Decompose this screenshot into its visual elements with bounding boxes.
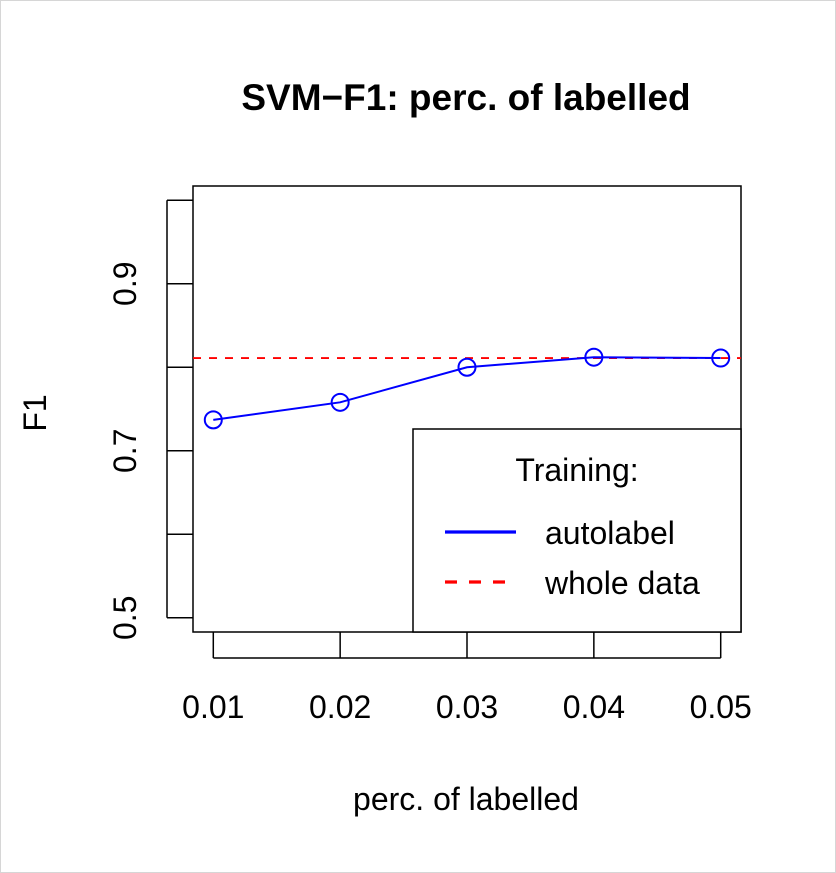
series-line-autolabel — [213, 356, 721, 421]
x-tick-label: 0.01 — [182, 689, 244, 725]
legend-title: Training: — [515, 452, 638, 488]
series-layer — [193, 347, 741, 430]
y-axis: 0.5 0.7 0.9 — [107, 199, 193, 640]
data-point-autolabel — [203, 410, 223, 430]
x-tick-label: 0.04 — [563, 689, 625, 725]
y-tick-label: 0.7 — [107, 429, 143, 473]
data-point-autolabel — [584, 347, 604, 367]
data-point-autolabel — [711, 348, 731, 368]
y-axis-label: F1 — [17, 394, 53, 431]
data-point-autolabel — [330, 392, 350, 412]
y-tick-label: 0.5 — [107, 596, 143, 640]
legend-label-whole-data: whole data — [544, 565, 700, 601]
data-point-autolabel — [457, 357, 477, 377]
x-axis-label: perc. of labelled — [353, 781, 579, 817]
x-tick-label: 0.03 — [436, 689, 498, 725]
legend: Training: autolabel whole data — [412, 428, 742, 633]
x-tick-label: 0.05 — [690, 689, 752, 725]
legend-label-autolabel: autolabel — [545, 515, 675, 551]
x-axis: 0.01 0.02 0.03 0.04 0.05 — [182, 632, 752, 725]
chart-title: SVM−F1: perc. of labelled — [241, 77, 690, 118]
y-tick-label: 0.9 — [107, 261, 143, 305]
x-tick-label: 0.02 — [309, 689, 371, 725]
